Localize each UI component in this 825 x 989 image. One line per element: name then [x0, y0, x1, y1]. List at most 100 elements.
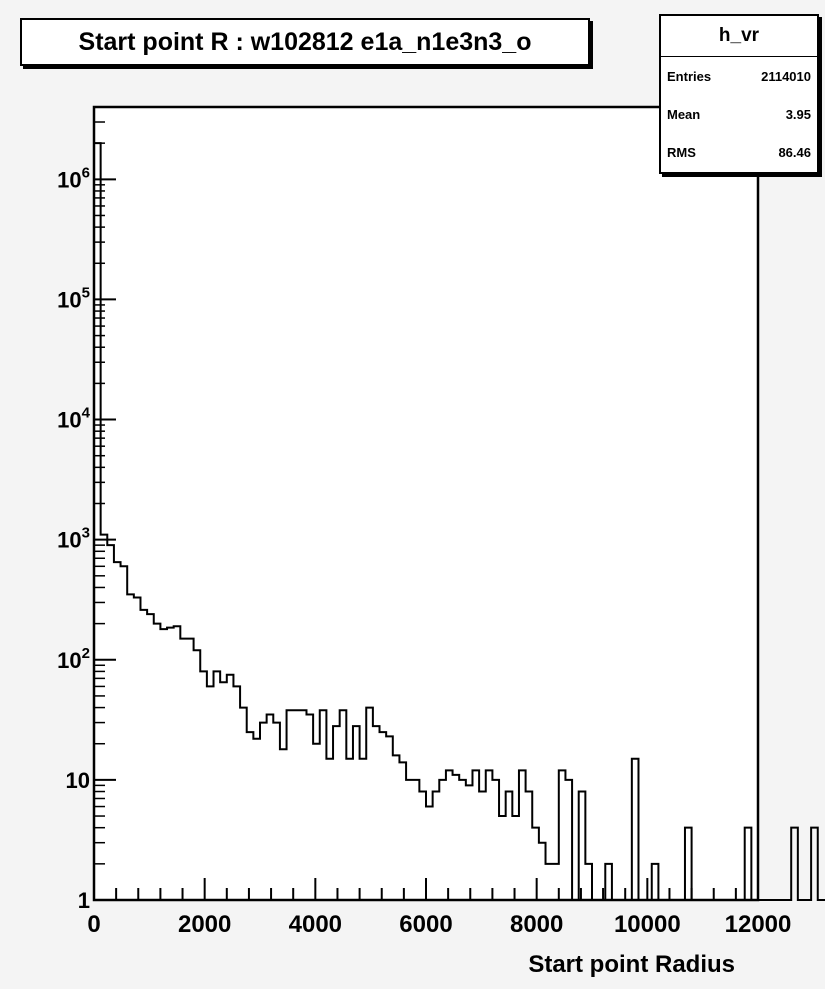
histogram-bin — [791, 828, 798, 900]
histogram-bin — [154, 624, 161, 900]
histogram-bin — [652, 864, 659, 900]
histogram-bin — [101, 535, 108, 900]
histogram-bin — [539, 843, 546, 900]
stats-value: 3.95 — [785, 106, 811, 122]
histogram-bin — [273, 723, 280, 900]
histogram-bin — [127, 594, 134, 900]
histogram-bin — [326, 759, 333, 900]
histogram-bin — [439, 780, 446, 900]
histogram-bin — [260, 723, 267, 900]
histogram-bin — [745, 828, 752, 900]
histogram-bin — [546, 864, 553, 900]
y-tick-label: 10 — [66, 768, 90, 793]
stats-label: RMS — [667, 144, 696, 160]
histogram-bin — [340, 710, 347, 900]
histogram-series — [93, 142, 825, 901]
histogram-bin — [227, 675, 234, 900]
histogram-bin — [160, 629, 167, 900]
histogram-bin — [393, 755, 400, 900]
y-tick-label: 102 — [57, 645, 90, 673]
histogram-bin — [386, 736, 393, 900]
histogram-bin — [453, 775, 460, 900]
stats-value: 2114010 — [761, 68, 811, 84]
histogram-bin — [140, 610, 147, 900]
histogram-bin — [147, 614, 154, 900]
histogram-bin — [811, 828, 818, 900]
x-tick-label: 12000 — [725, 911, 792, 938]
x-tick-label: 2000 — [178, 911, 231, 938]
histogram-bin — [585, 864, 592, 900]
histogram-bin — [466, 785, 473, 900]
histogram-bin — [512, 816, 519, 900]
histogram-bin — [167, 628, 174, 900]
histogram-bin — [353, 726, 360, 900]
histogram-bin — [413, 780, 420, 900]
histogram-bin — [632, 759, 639, 900]
y-tick-label: 103 — [57, 525, 90, 553]
y-tick-label: 105 — [57, 284, 90, 312]
histogram-bin — [519, 770, 526, 900]
stats-box: h_vr Entries 2114010 Mean 3.95 RMS 86.46 — [659, 14, 819, 174]
histogram-bin — [532, 828, 539, 900]
y-tick-label: 1 — [78, 888, 90, 913]
stats-histogram-name: h_vr — [661, 16, 817, 57]
y-tick-label: 106 — [57, 164, 90, 192]
histogram-bin — [446, 770, 453, 900]
histogram-bin — [380, 732, 387, 900]
histogram-bin — [346, 759, 353, 900]
histogram-bin — [247, 732, 254, 900]
stats-label: Entries — [667, 68, 712, 84]
histogram-bin — [114, 562, 121, 900]
histogram-bin — [320, 710, 327, 900]
histogram-bin — [479, 792, 486, 900]
stats-row-entries: Entries 2114010 — [661, 57, 817, 95]
stats-label: Mean — [667, 106, 701, 122]
histogram-bin — [220, 682, 227, 900]
histogram-bin — [366, 708, 373, 900]
histogram-bin — [373, 726, 380, 900]
histogram-bin — [94, 143, 101, 900]
histogram-bin — [499, 816, 506, 900]
histogram-bin — [333, 726, 340, 900]
histogram-bin — [267, 715, 274, 900]
histogram-bin — [121, 566, 128, 900]
histogram-bin — [187, 639, 194, 900]
histogram-bin — [486, 770, 493, 900]
histogram-bin — [433, 792, 440, 900]
histogram-bin — [459, 780, 466, 900]
stats-row-mean: Mean 3.95 — [661, 95, 817, 133]
histogram-bin — [180, 639, 187, 900]
histogram-bin — [174, 626, 181, 900]
histogram-bin — [526, 792, 533, 900]
histogram-bin — [492, 780, 499, 900]
x-tick-label: 4000 — [289, 911, 342, 938]
histogram-bin — [214, 671, 221, 900]
histogram-bin — [233, 686, 240, 900]
x-tick-label: 0 — [87, 911, 100, 938]
chart-title: Start point R : w102812 e1a_n1e3n3_o — [20, 18, 590, 66]
histogram-bin — [240, 708, 247, 900]
x-tick-label: 6000 — [399, 911, 452, 938]
histogram-bin — [360, 759, 367, 900]
x-axis-label: Start point Radius — [528, 951, 735, 978]
histogram-bin — [253, 739, 260, 900]
histogram-bin — [287, 710, 294, 900]
y-tick-label: 104 — [57, 405, 90, 433]
histogram-bin — [605, 864, 612, 900]
histogram-bin — [293, 710, 300, 900]
histogram-bin — [579, 792, 586, 900]
x-tick-label: 10000 — [614, 911, 681, 938]
histogram-bin — [399, 762, 406, 900]
histogram-bin — [506, 792, 513, 900]
histogram-bin — [313, 744, 320, 900]
histogram-bin — [565, 780, 572, 900]
stats-value: 86.46 — [778, 144, 811, 160]
histogram-bin — [200, 671, 207, 900]
histogram-bin — [107, 545, 114, 900]
histogram-bin — [300, 710, 307, 900]
histogram-bin — [306, 715, 313, 900]
x-tick-label: 8000 — [510, 911, 563, 938]
histogram-bin — [280, 749, 287, 900]
